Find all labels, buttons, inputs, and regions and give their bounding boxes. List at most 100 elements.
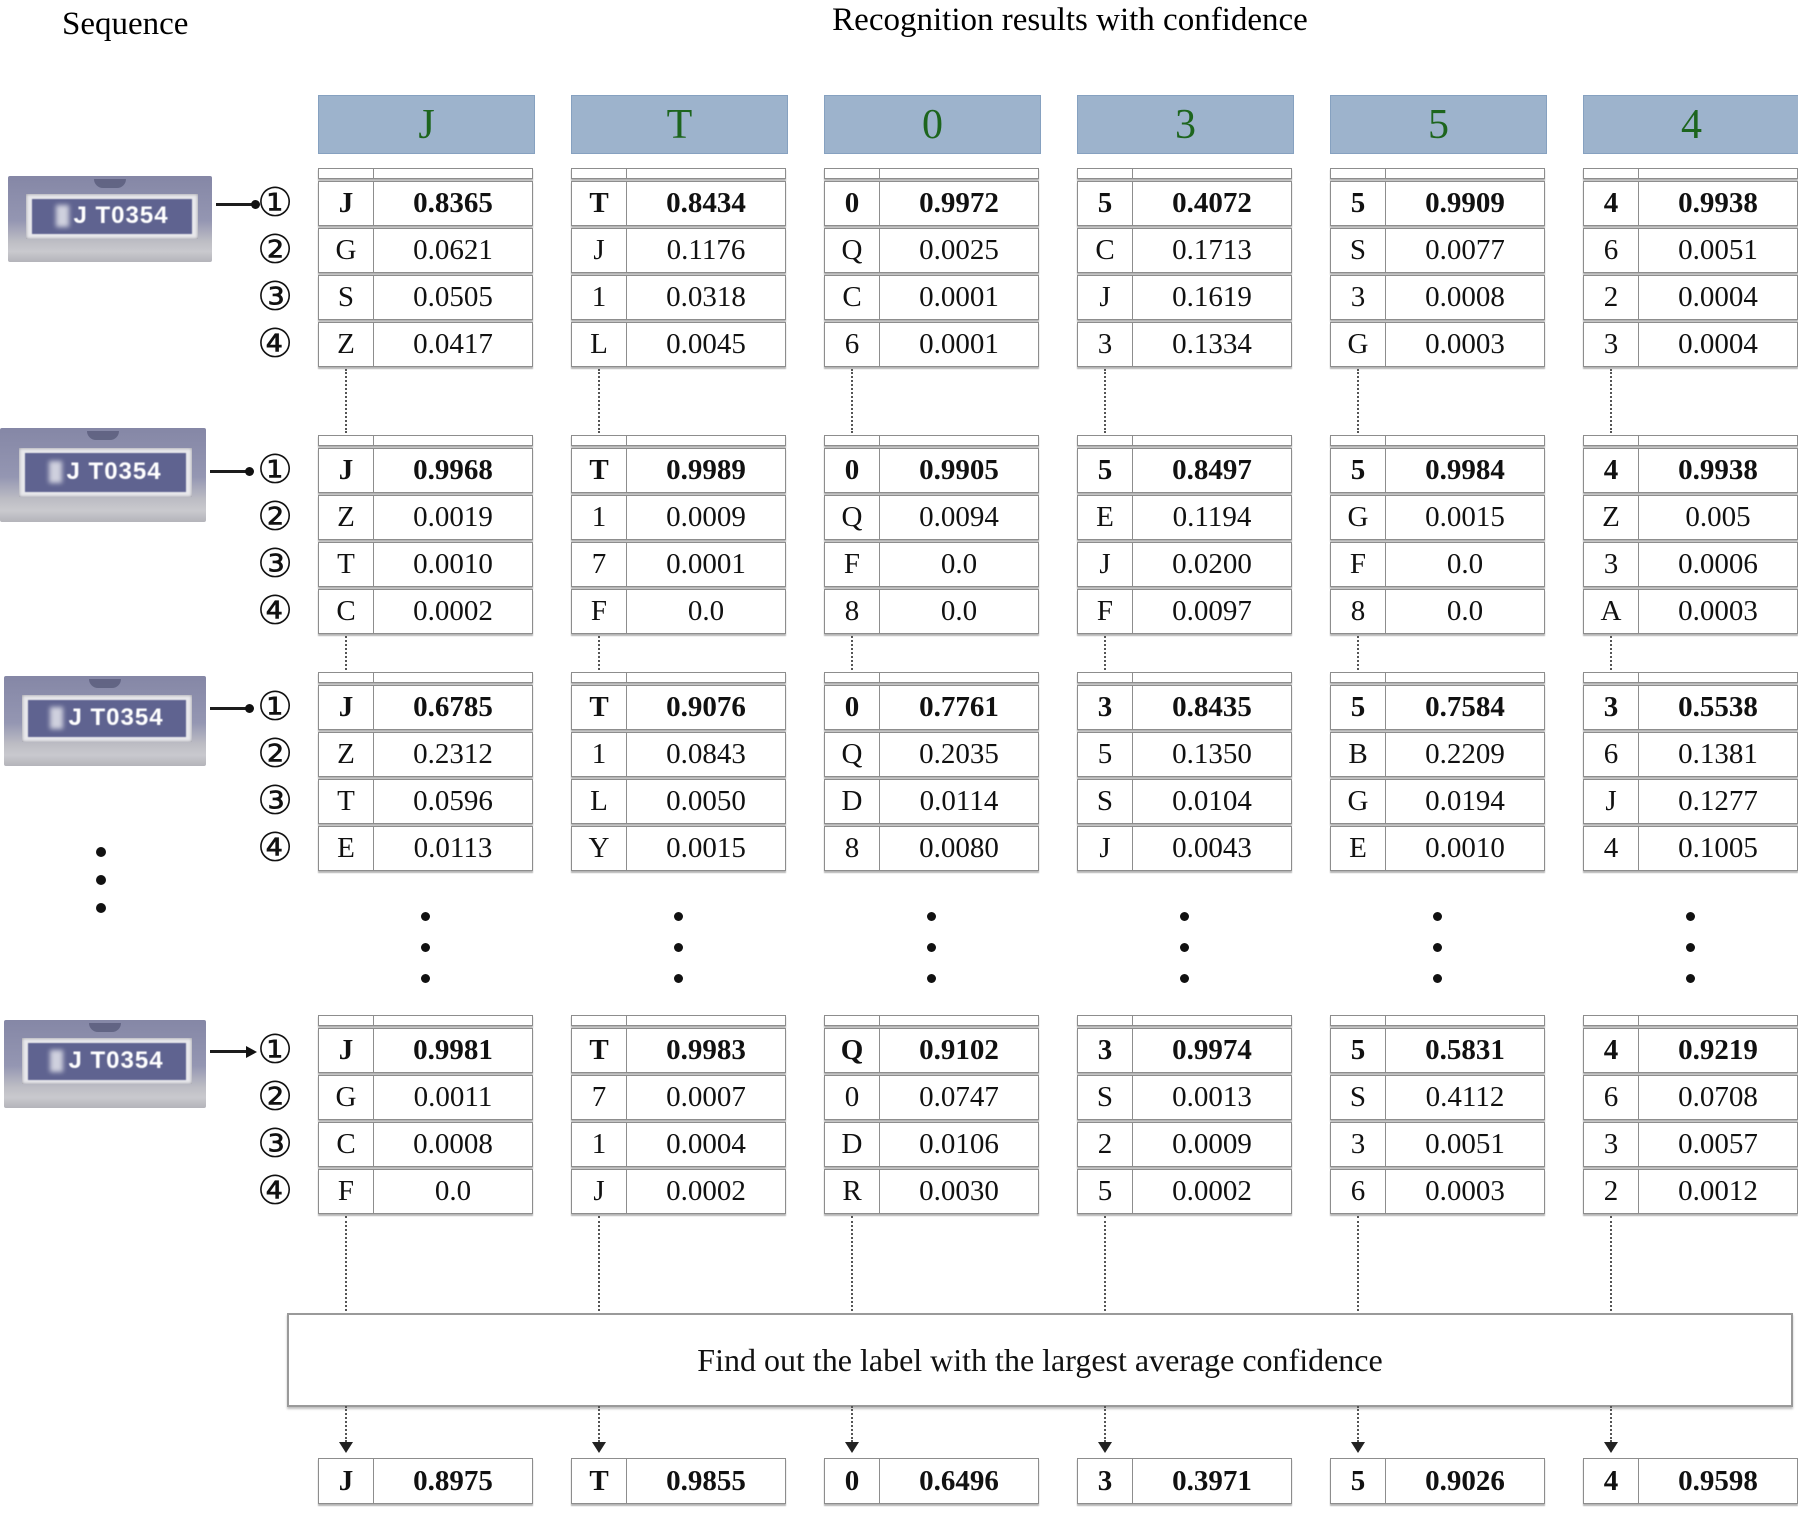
column-header: 4 [1583, 95, 1798, 154]
table-row: 1 0.0009 [571, 495, 786, 540]
char-cell: F [1331, 543, 1386, 586]
rank-badge: ④ [257, 825, 293, 871]
prediction-table: 4 0.9938 Z 0.005 3 0.0006 A 0.0003 [1583, 435, 1798, 634]
confidence-cell [1386, 169, 1544, 178]
char-cell: 5 [1331, 1459, 1386, 1503]
confidence-cell: 0.9076 [666, 691, 746, 723]
table-row: F 0.0 [1330, 542, 1545, 587]
plate-text: J T0354 [68, 1047, 164, 1075]
char-cell: J [319, 686, 374, 729]
char-cell: T [572, 449, 627, 492]
plate-arrow [210, 467, 254, 476]
rank-badge: ② [257, 1074, 293, 1120]
table-row: 2 0.0009 [1077, 1122, 1292, 1167]
confidence-cell [627, 1016, 785, 1025]
table-row: J 0.9968 [318, 448, 533, 493]
plate-frame: J T0354 [22, 1038, 192, 1085]
confidence-cell: 0.6496 [919, 1464, 999, 1497]
plate-image: J T0354 [4, 676, 206, 766]
char-cell [319, 169, 374, 178]
confidence-cell: 0.0009 [1172, 1128, 1252, 1160]
table-row: 0 0.9905 [824, 448, 1039, 493]
table-row: 7 0.0001 [571, 542, 786, 587]
confidence-cell: 0.0010 [1425, 832, 1505, 864]
ellipsis-dot [1686, 912, 1695, 921]
table-row: 6 0.1381 [1583, 732, 1798, 777]
char-cell: J [572, 229, 627, 272]
char-cell: 2 [1078, 1123, 1133, 1166]
confidence-cell: 0.2035 [919, 738, 999, 770]
table-row: 6 0.0003 [1330, 1169, 1545, 1214]
table-row: 5 0.0002 [1077, 1169, 1292, 1214]
prediction-table: J 0.6785 Z 0.2312 T 0.0596 E 0.0113 [318, 672, 533, 871]
char-cell: 6 [1584, 229, 1639, 272]
table-row: T 0.8434 [571, 181, 786, 226]
confidence-cell: 0.9972 [919, 187, 999, 219]
column-header: 0 [824, 95, 1041, 154]
table-top-strip [571, 435, 786, 446]
char-cell: 8 [825, 827, 880, 870]
table-row: 0 0.7761 [824, 685, 1039, 730]
rank-badge: ④ [257, 321, 293, 367]
table-row: C 0.1713 [1077, 228, 1292, 273]
char-cell: C [1078, 229, 1133, 272]
table-top-strip [824, 1015, 1039, 1026]
ellipsis-dot [1180, 974, 1189, 983]
char-cell: Z [319, 323, 374, 366]
char-cell [825, 169, 880, 178]
table-row: Q 0.0094 [824, 495, 1039, 540]
column-header: T [571, 95, 788, 154]
prediction-table: 5 0.4072 C 0.1713 J 0.1619 3 0.1334 [1077, 168, 1292, 367]
prediction-table: T 0.9983 7 0.0007 1 0.0004 J 0.0002 [571, 1015, 786, 1214]
char-cell: 4 [1584, 449, 1639, 492]
char-cell: 3 [1584, 323, 1639, 366]
confidence-cell: 0.0 [940, 595, 978, 627]
prediction-table: 0 0.9905 Q 0.0094 F 0.0 8 0.0 [824, 435, 1039, 634]
confidence-cell: 0.0019 [413, 501, 493, 533]
ellipsis-dot [1686, 943, 1695, 952]
confidence-cell [1386, 1016, 1544, 1025]
confidence-cell [880, 673, 1038, 682]
table-row: C 0.0002 [318, 589, 533, 634]
confidence-cell: 0.0004 [1678, 328, 1758, 360]
table-top-strip [1583, 672, 1798, 683]
table-top-strip [824, 168, 1039, 179]
ellipsis-dot [927, 974, 936, 983]
confidence-cell: 0.9938 [1678, 454, 1758, 486]
table-row: 4 0.9219 [1583, 1028, 1798, 1073]
char-cell: 7 [572, 1076, 627, 1119]
char-cell: 0 [825, 686, 880, 729]
confidence-cell: 0.1176 [666, 234, 746, 266]
char-cell: A [1584, 590, 1639, 633]
table-row: E 0.0113 [318, 826, 533, 871]
confidence-cell: 0.0001 [666, 548, 746, 580]
plate-image: J T0354 [4, 1020, 206, 1108]
dotted-connector [345, 636, 347, 670]
char-cell [1078, 436, 1133, 445]
confidence-cell: 0.9102 [919, 1034, 999, 1066]
table-top-strip [571, 672, 786, 683]
plate-image: J T0354 [8, 176, 212, 262]
table-row: J 0.1277 [1583, 779, 1798, 824]
char-cell: 3 [1078, 1459, 1133, 1503]
confidence-cell: 0.1350 [1172, 738, 1252, 770]
plate-arrow [210, 704, 254, 713]
car-emblem-icon [94, 179, 126, 188]
prediction-table: 4 0.9938 6 0.0051 2 0.0004 3 0.0004 [1583, 168, 1798, 367]
average-confidence-box: Find out the label with the largest aver… [287, 1313, 1793, 1407]
char-cell: 5 [1331, 182, 1386, 225]
confidence-cell: 0.0 [1446, 595, 1484, 627]
plate-arrow [210, 1046, 257, 1058]
ellipsis-dot [927, 912, 936, 921]
char-cell: R [825, 1170, 880, 1213]
char-cell: C [319, 590, 374, 633]
column-ellipsis [927, 912, 936, 983]
table-top-strip [1077, 1015, 1292, 1026]
char-cell: 5 [1078, 449, 1133, 492]
char-cell [825, 673, 880, 682]
confidence-cell: 0.0106 [919, 1128, 999, 1160]
table-row: T 0.9989 [571, 448, 786, 493]
table-row: 7 0.0007 [571, 1075, 786, 1120]
confidence-cell: 0.1005 [1678, 832, 1758, 864]
dotted-connector [851, 369, 853, 433]
